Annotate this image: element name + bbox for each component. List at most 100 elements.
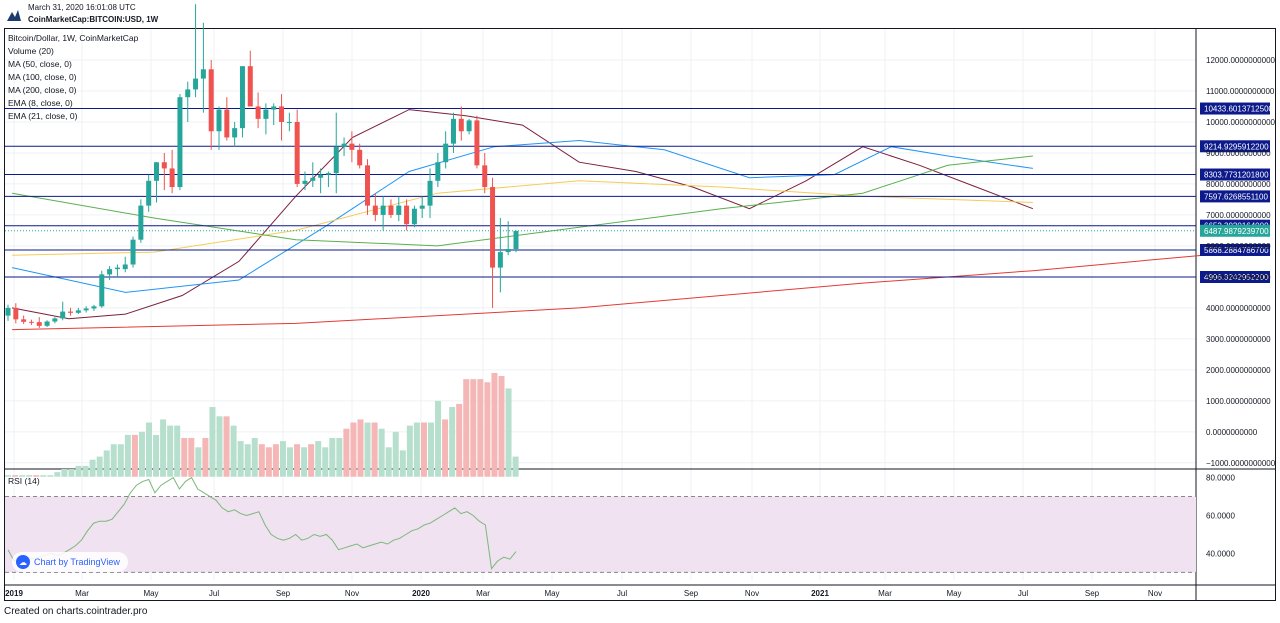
candle-body xyxy=(318,174,324,178)
candle-body xyxy=(52,318,58,322)
candle-body xyxy=(130,239,136,265)
volume-bar xyxy=(420,422,427,477)
horizontal-levels: 10433.6013712500 9214.9295912200 8303.7731… xyxy=(5,102,1274,284)
volume-bar xyxy=(12,475,19,477)
candle-body xyxy=(200,69,206,79)
candle-body xyxy=(193,78,199,90)
chart-header: March 31, 2020 16:01:08 UTC CoinMarketCa… xyxy=(0,0,1280,28)
volume-bar xyxy=(181,438,188,477)
volume-bar xyxy=(223,416,230,477)
price-tick-label: 11000.0000000000 xyxy=(1206,87,1275,96)
rsi-tick-label: 60.0000 xyxy=(1206,512,1235,521)
candle-body xyxy=(411,208,417,225)
candle-body xyxy=(83,308,89,311)
level-price-tag xyxy=(1200,168,1270,181)
price-tick-label: −1000.0000000000 xyxy=(1206,459,1276,468)
volume-bar xyxy=(174,425,181,477)
volume-bar xyxy=(456,403,463,477)
level-price-tag xyxy=(1200,243,1270,256)
rsi-line xyxy=(7,476,517,570)
volume-bar xyxy=(498,376,505,477)
volume-bar xyxy=(202,438,209,477)
candle-body xyxy=(28,321,34,323)
candle-body xyxy=(302,180,308,184)
candle-body xyxy=(138,205,144,240)
time-tick-label: 2020 xyxy=(412,589,430,598)
time-tick-label: May xyxy=(946,589,961,598)
volume-bar xyxy=(82,465,89,477)
candle-body xyxy=(388,205,394,215)
price-tick-label: 3000.0000000000 xyxy=(1206,335,1271,344)
time-tick-label: Jul xyxy=(209,589,219,598)
chart-frame[interactable] xyxy=(4,28,1276,601)
volume-bar xyxy=(103,450,110,477)
volume-bar xyxy=(449,407,456,477)
time-tick-label: 2019 xyxy=(5,589,23,598)
price-tick-label: 10000.0000000000 xyxy=(1206,118,1276,127)
volume-bar xyxy=(230,425,237,477)
time-tick-label: Nov xyxy=(345,589,359,598)
tradingview-badge[interactable]: ☁ Chart by TradingView xyxy=(12,552,128,572)
volume-bar xyxy=(188,438,195,477)
level-price-tag xyxy=(1200,271,1270,284)
volume-bar xyxy=(378,428,385,477)
candle-body xyxy=(380,205,386,215)
candle-body xyxy=(482,165,488,188)
price-tick-label: 8000.0000000000 xyxy=(1206,180,1271,189)
volume-bar xyxy=(47,475,54,477)
candle-body xyxy=(177,97,183,188)
candle-body xyxy=(372,205,378,215)
candle-body xyxy=(247,66,253,107)
level-price-label: 10433.6013712500 xyxy=(1204,105,1274,114)
volume-bar xyxy=(477,379,484,477)
ma-50-line xyxy=(12,180,1033,256)
volume-bar xyxy=(435,400,442,477)
candle-body xyxy=(505,249,511,253)
time-tick-label: Nov xyxy=(1148,589,1162,598)
volume-bar xyxy=(272,444,279,477)
price-tick-label: 9000.0000000000 xyxy=(1206,149,1271,158)
price-tick-label: 0.0000000000 xyxy=(1206,428,1258,437)
legend-ma50: MA (50, close, 0) xyxy=(8,59,72,69)
volume-bar xyxy=(287,447,293,477)
candle-body xyxy=(68,311,74,313)
time-tick-label: Sep xyxy=(276,589,291,598)
rsi-band xyxy=(5,496,1196,573)
candle-body xyxy=(497,252,503,268)
rsi-label: RSI (14) xyxy=(8,476,40,486)
level-price-tag xyxy=(1200,140,1270,153)
time-tick-label: May xyxy=(544,589,559,598)
volume-bar xyxy=(491,372,498,477)
last-price-label: 6487.9879239700 xyxy=(1204,227,1269,236)
level-price-label: 5868.2884786700 xyxy=(1204,246,1269,255)
candle-body xyxy=(271,106,277,110)
candle-body xyxy=(435,162,441,181)
time-axis: 2019 Mar May Jul Sep Nov 2020 Mar May Jul Sep Nov 20… xyxy=(5,589,1162,598)
candle-body xyxy=(325,173,331,175)
volume-bar xyxy=(61,469,68,477)
tradingview-badge-text: Chart by TradingView xyxy=(34,557,120,567)
candle-body xyxy=(232,128,238,138)
level-price-label: 9214.9295912200 xyxy=(1204,142,1269,151)
legend-ma100: MA (100, close, 0) xyxy=(8,72,77,82)
volume-bar xyxy=(153,434,160,477)
candle-body xyxy=(153,162,159,181)
level-price-tag xyxy=(1200,190,1270,203)
ma-100-line xyxy=(12,155,1033,247)
candle-body xyxy=(443,143,449,163)
volume-bar xyxy=(117,444,124,477)
volume-bar xyxy=(322,447,329,477)
time-tick-label: Mar xyxy=(476,589,490,598)
level-price-tag xyxy=(1200,102,1270,115)
candle-body xyxy=(310,177,316,181)
volume-bar xyxy=(209,407,216,477)
volume-bar xyxy=(54,472,61,477)
volume-bar xyxy=(237,441,244,477)
volume-bar xyxy=(265,447,272,477)
volume-bar xyxy=(216,416,223,477)
candlesticks xyxy=(5,4,519,329)
volume-bar xyxy=(343,428,350,477)
candle-body xyxy=(60,311,66,319)
candle-body xyxy=(36,322,42,326)
